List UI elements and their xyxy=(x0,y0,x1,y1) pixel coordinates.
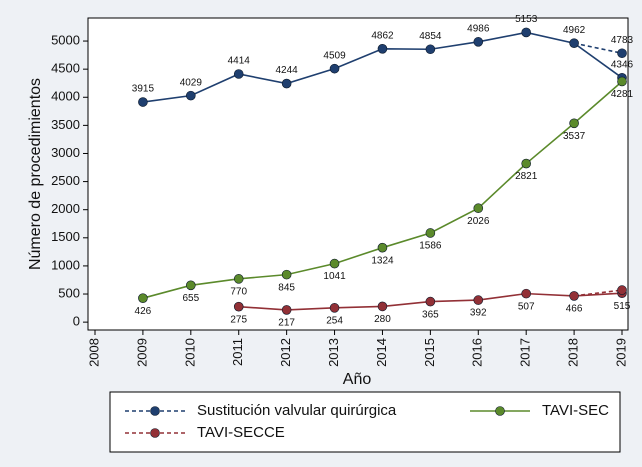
data-label: 1586 xyxy=(419,241,442,252)
data-label: 4029 xyxy=(180,77,203,88)
plot-area xyxy=(87,17,629,331)
y-tick-label: 4000 xyxy=(51,89,80,104)
marker xyxy=(617,285,627,295)
legend-label: TAVI-SECCE xyxy=(197,424,285,441)
data-label: 4244 xyxy=(276,65,299,76)
data-label: 515 xyxy=(614,301,631,312)
x-tick-label: 2012 xyxy=(278,338,293,367)
marker xyxy=(569,291,579,301)
marker xyxy=(473,203,484,214)
legend-marker xyxy=(150,406,160,416)
marker xyxy=(425,296,436,307)
marker xyxy=(473,37,484,47)
data-label: 2821 xyxy=(515,171,538,182)
y-axis-title: Número de procedimientos xyxy=(27,78,44,270)
data-label: 392 xyxy=(470,308,487,319)
x-tick-label: 2009 xyxy=(134,338,149,367)
data-label: 466 xyxy=(566,304,583,315)
y-tick-label: 1000 xyxy=(51,257,80,272)
x-tick-label: 2019 xyxy=(613,338,628,367)
data-label: 4986 xyxy=(467,23,490,34)
data-label: 275 xyxy=(230,314,247,325)
x-tick-label: 2015 xyxy=(422,338,437,367)
y-tick-label: 5000 xyxy=(51,32,80,47)
data-label: 1324 xyxy=(371,255,394,266)
data-label: 3915 xyxy=(132,84,155,95)
y-tick-label: 3500 xyxy=(51,117,80,132)
marker xyxy=(186,280,196,291)
data-label: 655 xyxy=(182,293,199,304)
legend-label: TAVI-SEC xyxy=(542,402,609,419)
x-tick-label: 2014 xyxy=(374,338,389,367)
data-label: 5153 xyxy=(515,14,538,25)
data-label: 4281 xyxy=(611,89,634,100)
data-label: 365 xyxy=(422,309,439,320)
y-tick-label: 4500 xyxy=(51,61,80,76)
marker xyxy=(138,293,148,303)
x-tick-label: 2018 xyxy=(566,338,581,367)
marker xyxy=(425,228,436,238)
data-label: 4346 xyxy=(611,59,634,70)
marker xyxy=(281,269,292,280)
y-tick-label: 0 xyxy=(73,314,80,329)
data-label: 217 xyxy=(278,318,295,329)
legend-marker xyxy=(150,428,160,438)
marker xyxy=(329,303,340,313)
marker xyxy=(233,301,244,312)
marker xyxy=(569,118,579,129)
legend-marker xyxy=(495,406,505,416)
marker xyxy=(617,76,627,87)
dashed-line xyxy=(574,289,623,297)
y-tick-label: 3000 xyxy=(51,145,80,160)
marker xyxy=(281,305,292,315)
y-tick-label: 2500 xyxy=(51,173,80,188)
marker xyxy=(425,44,436,55)
data-label: 4509 xyxy=(323,50,346,61)
dashed-line xyxy=(573,42,623,55)
marker xyxy=(281,78,292,89)
legend xyxy=(109,391,621,453)
y-tick-label: 500 xyxy=(58,285,80,300)
legend-label: Sustitución valvular quirúrgica xyxy=(197,402,397,419)
x-axis-title: Año xyxy=(343,371,372,388)
data-label: 770 xyxy=(230,286,247,297)
x-tick-label: 2010 xyxy=(182,338,197,367)
x-tick-label: 2016 xyxy=(470,338,485,367)
data-label: 1041 xyxy=(323,271,346,282)
marker xyxy=(377,44,388,54)
marker xyxy=(569,38,579,48)
data-label: 2026 xyxy=(467,216,490,227)
data-label: 845 xyxy=(278,282,295,293)
data-label: 4783 xyxy=(611,35,634,46)
marker xyxy=(521,27,531,38)
marker xyxy=(377,242,388,253)
data-label: 3537 xyxy=(563,131,586,142)
data-label: 4414 xyxy=(228,56,251,67)
x-tick-label: 2013 xyxy=(326,338,341,367)
marker xyxy=(329,63,340,74)
marker xyxy=(233,274,244,284)
marker xyxy=(233,69,244,79)
x-tick-label: 2008 xyxy=(86,338,101,367)
data-label: 4962 xyxy=(563,25,586,36)
data-label: 4854 xyxy=(419,31,442,42)
y-tick-label: 1500 xyxy=(51,229,80,244)
x-tick-label: 2017 xyxy=(518,338,533,367)
marker xyxy=(617,48,627,59)
data-label: 280 xyxy=(374,314,391,325)
data-label: 426 xyxy=(135,306,152,317)
data-label: 254 xyxy=(326,315,343,326)
marker xyxy=(138,97,148,107)
marker xyxy=(473,295,484,305)
marker xyxy=(521,158,531,169)
x-tick-label: 2011 xyxy=(230,338,245,366)
marker xyxy=(377,301,388,312)
y-tick-label: 2000 xyxy=(51,201,80,216)
data-label: 4862 xyxy=(371,30,394,41)
marker xyxy=(186,90,196,101)
marker xyxy=(521,288,531,299)
data-label: 507 xyxy=(518,301,535,312)
marker xyxy=(329,258,340,269)
